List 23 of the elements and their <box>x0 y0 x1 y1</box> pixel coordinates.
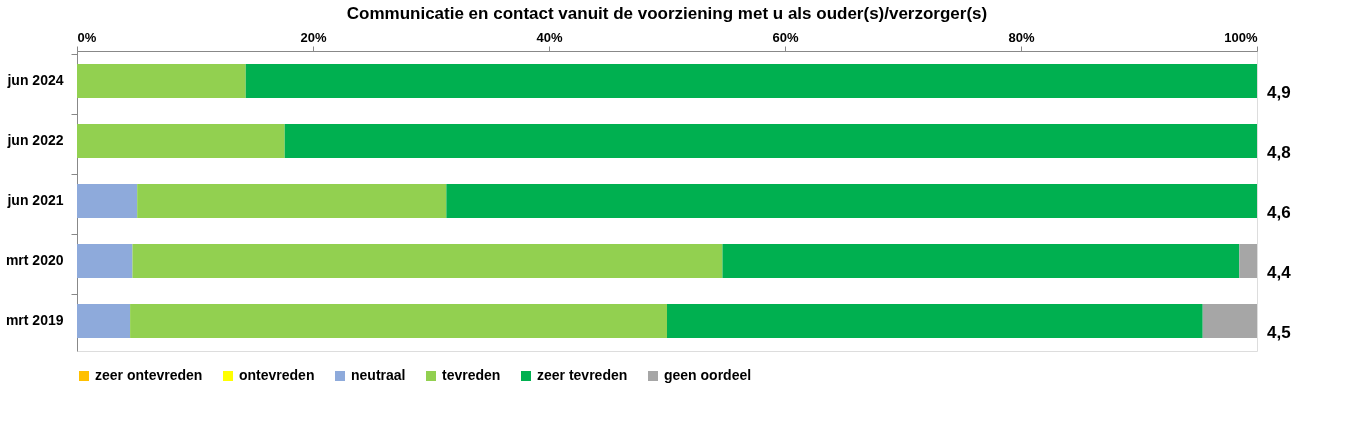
text: 4,6 <box>1267 203 1291 222</box>
y-tick-label: jun 2024 <box>6 72 64 88</box>
text: 4,4 <box>1267 263 1292 282</box>
y-tick-label: jun 2021 <box>6 192 64 208</box>
y-tick-label: jun 2022 <box>6 132 64 148</box>
y-tick-label: mrt 2019 <box>5 312 64 328</box>
legend-label: neutraal <box>351 367 406 383</box>
legend-label: zeer ontevreden <box>95 367 203 383</box>
x-tick-label: 80% <box>1008 29 1035 45</box>
x-tick-label: 40% <box>536 29 563 45</box>
x-tick-label: 60% <box>772 29 799 45</box>
x-tick-label: 20% <box>300 29 327 45</box>
chart-title: Communicatie en contact vanuit de voorziening met u als ouder(s)/verzorger(s) <box>346 4 988 23</box>
legend-label: geen oordeel <box>664 367 752 383</box>
text: 4,5 <box>1267 323 1291 342</box>
legend-label: ontevreden <box>239 367 315 383</box>
legend-label: tevreden <box>442 367 501 383</box>
text: 4,9 <box>1267 83 1291 102</box>
x-tick-label: 100% <box>1224 29 1258 45</box>
legend-label: zeer tevreden <box>537 367 628 383</box>
y-tick-label: mrt 2020 <box>5 252 64 268</box>
text: 4,8 <box>1267 143 1291 162</box>
x-tick-label: 0% <box>77 29 97 45</box>
